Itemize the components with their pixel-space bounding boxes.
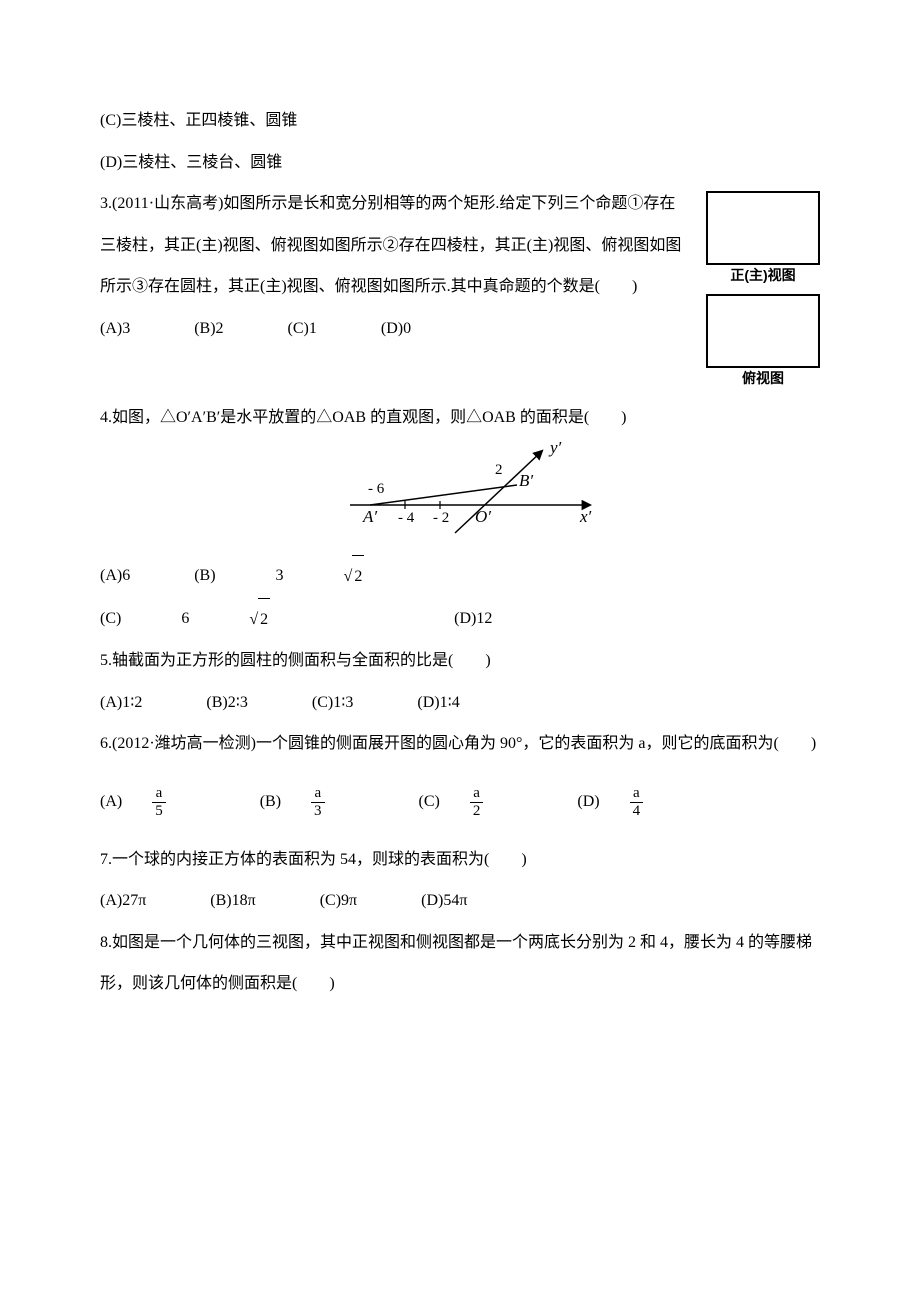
q5-option-b: (B)2∶3 (206, 682, 248, 724)
q2-option-c: (C)三棱柱、正四棱锥、圆锥 (100, 100, 820, 142)
q3-option-c: (C)1 (288, 308, 317, 350)
front-view-box (706, 191, 820, 265)
q6-stem: 6.(2012·潍坊高一检测)一个圆锥的侧面展开图的圆心角为 90°，它的表面积… (100, 723, 820, 765)
q4-option-a: (A)6 (100, 555, 130, 597)
q7-option-d: (D)54π (421, 880, 467, 922)
q6-option-d: (D)a4 (577, 781, 703, 823)
q5-option-a: (A)1∶2 (100, 682, 142, 724)
q5-options: (A)1∶2 (B)2∶3 (C)1∶3 (D)1∶4 (100, 682, 820, 724)
q5-stem: 5.轴截面为正方形的圆柱的侧面积与全面积的比是( ) (100, 640, 820, 682)
q4-diagram: y′ x′ A′ O′ B′ - 6 - 4 - 2 2 (100, 438, 820, 555)
q6-option-a: (A)a5 (100, 781, 226, 823)
svg-text:B′: B′ (519, 471, 533, 490)
q4-stem: 4.如图，△O′A′B′是水平放置的△OAB 的直观图，则△OAB 的面积是( … (100, 397, 820, 439)
q6-option-c: (C)a2 (419, 781, 544, 823)
svg-text:- 6: - 6 (368, 481, 385, 497)
svg-text:y′: y′ (548, 438, 562, 457)
q4-option-b: (B)32 (194, 555, 484, 598)
svg-text:- 2: - 2 (433, 510, 449, 526)
q7-option-a: (A)27π (100, 880, 146, 922)
q4-options: (A)6 (B)32 (C)62 (D)12 (100, 555, 820, 640)
svg-text:- 4: - 4 (398, 510, 415, 526)
q6-options: (A)a5 (B)a3 (C)a2 (D)a4 (100, 781, 820, 823)
q8-stem: 8.如图是一个几何体的三视图，其中正视图和侧视图都是一个两底长分别为 2 和 4… (100, 922, 820, 1005)
svg-text:x′: x′ (579, 507, 592, 526)
q7-stem: 7.一个球的内接正方体的表面积为 54，则球的表面积为( ) (100, 839, 820, 881)
q4-option-c: (C)62 (100, 598, 390, 641)
q3-option-b: (B)2 (194, 308, 223, 350)
q2-option-d: (D)三棱柱、三棱台、圆锥 (100, 142, 820, 184)
q3-option-d: (D)0 (381, 308, 411, 350)
q4-option-d: (D)12 (454, 598, 492, 640)
svg-text:A′: A′ (362, 507, 377, 526)
svg-text:O′: O′ (475, 507, 491, 526)
q3-view-diagrams: 正(主)视图 俯视图 (706, 191, 820, 397)
q7-option-b: (B)18π (210, 880, 255, 922)
top-view-label: 俯视图 (706, 370, 820, 387)
q5-option-c: (C)1∶3 (312, 682, 354, 724)
q3-option-a: (A)3 (100, 308, 130, 350)
q7-option-c: (C)9π (320, 880, 357, 922)
front-view-label: 正(主)视图 (706, 267, 820, 284)
svg-text:2: 2 (495, 462, 503, 478)
q5-option-d: (D)1∶4 (417, 682, 459, 724)
top-view-box (706, 294, 820, 368)
q7-options: (A)27π (B)18π (C)9π (D)54π (100, 880, 820, 922)
q6-option-b: (B)a3 (260, 781, 385, 823)
